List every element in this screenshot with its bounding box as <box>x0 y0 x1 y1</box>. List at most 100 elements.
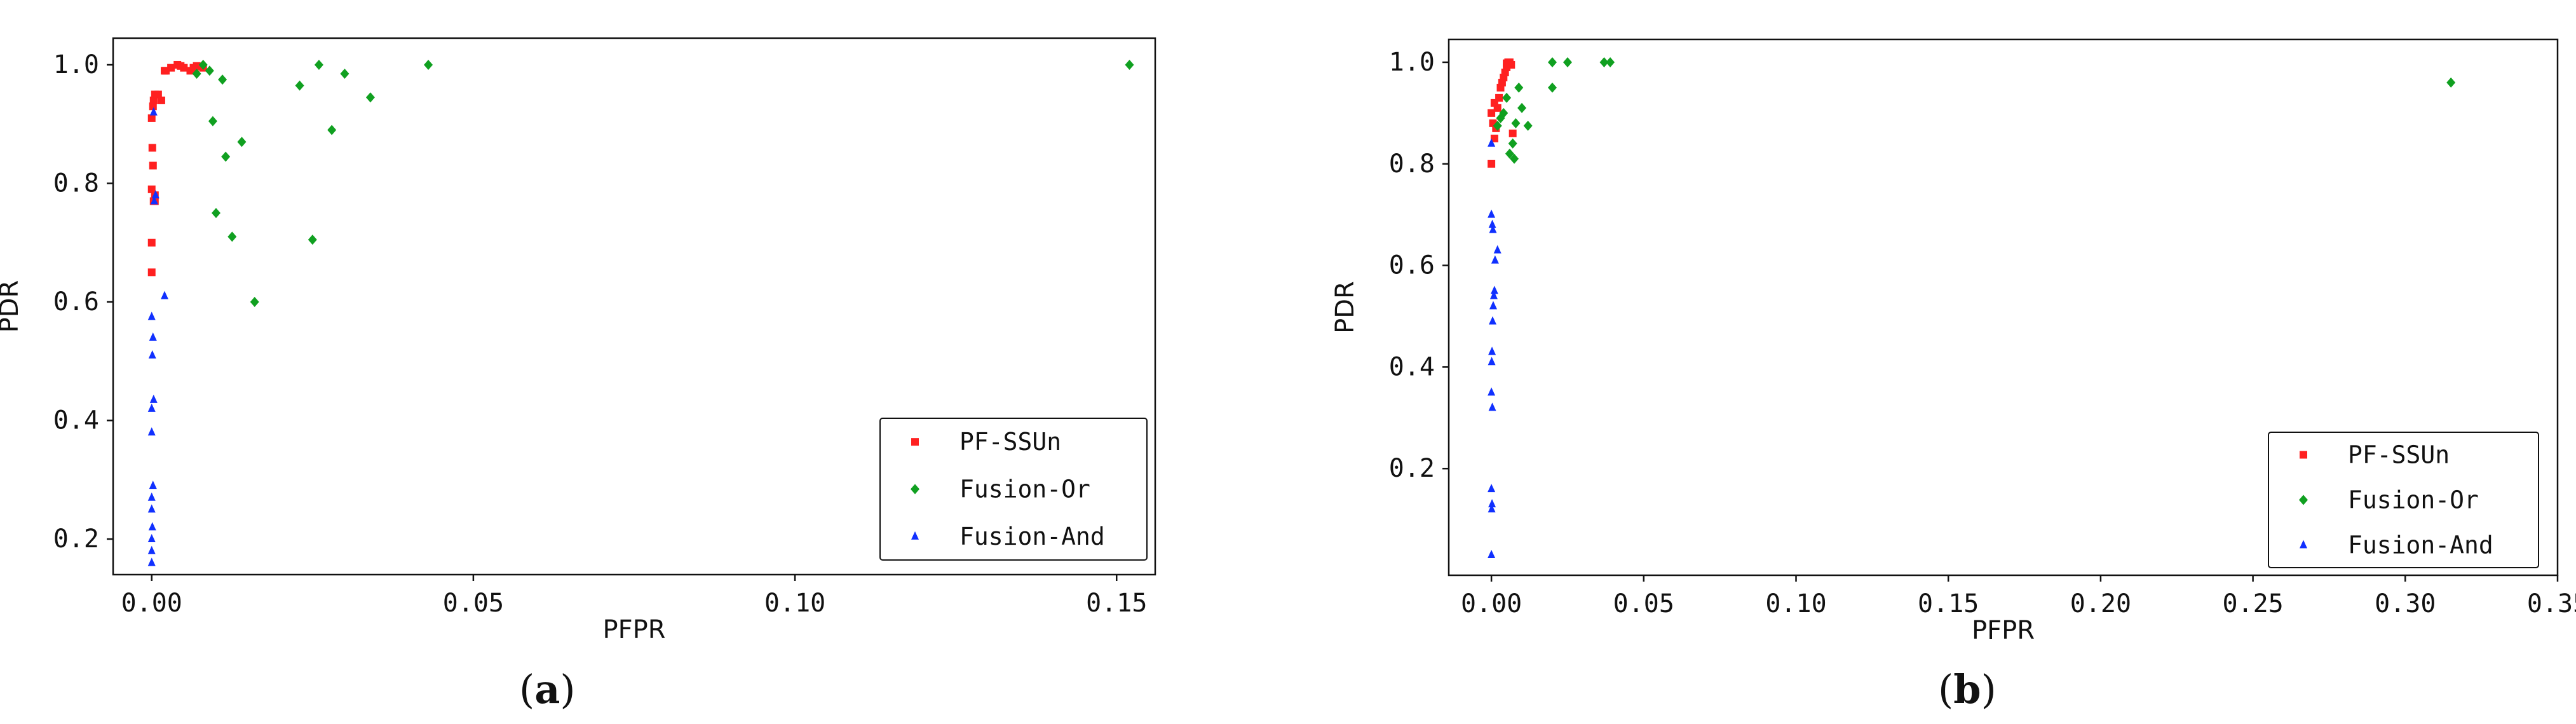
y-tick-label: 0.8 <box>53 168 99 198</box>
data-point <box>149 332 157 341</box>
x-tick-label: 0.20 <box>2070 589 2131 618</box>
data-point <box>1502 92 1512 103</box>
data-point <box>1488 504 1496 513</box>
data-point <box>149 107 158 116</box>
legend-marker <box>911 531 919 540</box>
x-tick-label: 0.35 <box>2527 589 2576 618</box>
data-point <box>1499 107 1508 118</box>
data-point <box>1493 120 1502 131</box>
data-point <box>211 208 220 219</box>
data-point <box>150 196 158 205</box>
data-point <box>149 394 158 403</box>
data-point <box>1125 59 1134 70</box>
data-point <box>149 481 157 489</box>
y-tick-label: 0.4 <box>53 406 99 435</box>
data-point <box>1508 138 1517 149</box>
x-tick-label: 0.10 <box>1765 589 1826 618</box>
plot-frame <box>112 37 1156 576</box>
legend-label: Fusion-And <box>959 523 1105 550</box>
x-tick-label: 0.05 <box>1613 589 1674 618</box>
data-point <box>1511 118 1521 128</box>
x-axis-title: PFPR <box>602 615 665 645</box>
series-pf-ssun <box>147 60 207 277</box>
data-point <box>1508 129 1517 137</box>
data-point <box>180 64 188 72</box>
y-tick-label: 0.8 <box>1389 149 1435 179</box>
data-point <box>227 231 237 242</box>
legend-label: PF-SSUn <box>959 428 1061 456</box>
panel-label-a: (a) <box>519 666 576 713</box>
data-point <box>237 137 247 147</box>
data-point <box>167 64 175 72</box>
data-point <box>1488 109 1496 117</box>
data-point <box>1491 255 1499 264</box>
data-point <box>340 68 349 79</box>
data-point <box>148 522 156 531</box>
data-point <box>147 114 156 122</box>
data-point <box>1547 57 1557 67</box>
data-point <box>208 116 217 126</box>
data-point <box>365 92 375 103</box>
x-tick-label: 0.15 <box>1918 589 1979 618</box>
data-point <box>1514 82 1524 93</box>
legend: PF-SSUn Fusion-Or Fusion-And <box>2268 432 2539 568</box>
data-point <box>147 268 156 277</box>
data-point <box>1495 93 1503 102</box>
data-point <box>1505 148 1514 159</box>
data-point <box>147 427 156 436</box>
x-tick-label: 0.10 <box>764 589 825 618</box>
y-tick-label: 0.2 <box>53 524 99 554</box>
x-tick-label: 0.15 <box>1086 589 1147 618</box>
data-point <box>205 65 214 76</box>
data-point <box>295 80 304 91</box>
data-point <box>1490 285 1498 294</box>
data-point <box>1489 224 1497 233</box>
data-point <box>149 96 158 104</box>
legend-label: PF-SSUn <box>2348 441 2450 469</box>
data-point <box>1510 153 1519 164</box>
legend-label: Fusion-Or <box>959 475 1090 503</box>
y-axis-title: PDR <box>1331 281 1360 334</box>
y-axis-title: PDR <box>0 280 24 333</box>
data-point <box>1489 301 1497 310</box>
data-point <box>2446 77 2456 88</box>
x-tick-label: 0.30 <box>2375 589 2436 618</box>
data-point <box>1488 387 1496 396</box>
scatter-chart-b: 0.00 0.05 0.10 0.15 0.20 0.25 0.30 0.35 0.2 0.4 0.… <box>1331 38 2576 645</box>
data-point <box>147 311 156 320</box>
legend: PF-SSUn Fusion-Or Fusion-And <box>879 418 1148 561</box>
data-point <box>1493 245 1502 254</box>
data-point <box>314 59 323 70</box>
chart-panel-a: 0.00 0.05 0.10 0.15 0.2 0.4 0.6 0.8 1.0 PFPR PDR PF… <box>0 0 1207 724</box>
y-tick-label: 0.6 <box>1389 251 1435 280</box>
legend-marker <box>2299 495 2308 505</box>
data-point <box>1606 57 1615 67</box>
data-point <box>1488 160 1496 168</box>
data-point <box>1488 357 1496 365</box>
legend-marker <box>911 484 919 495</box>
data-point <box>151 190 159 199</box>
data-point <box>218 74 227 85</box>
legend-marker <box>2300 451 2307 459</box>
data-point <box>1490 134 1498 142</box>
panel-label-b: (b) <box>1938 666 1996 713</box>
data-point <box>1488 138 1496 147</box>
data-point <box>148 144 156 152</box>
data-point <box>147 238 156 247</box>
series-fusion-and <box>147 107 168 566</box>
legend-marker <box>911 438 919 446</box>
data-point <box>1488 550 1496 559</box>
y-tick-label: 1.0 <box>1389 48 1435 77</box>
x-axis-title: PFPR <box>1972 616 2035 645</box>
legend-box <box>879 418 1148 561</box>
series-fusion-or <box>192 59 1134 308</box>
legend-label: Fusion-Or <box>2348 486 2479 514</box>
legend-marker <box>2300 540 2307 549</box>
x-tick-label: 0.05 <box>443 589 504 618</box>
series-fusion-and <box>1488 138 1502 559</box>
data-point <box>1488 346 1496 355</box>
data-point <box>147 557 156 566</box>
legend-box <box>2268 432 2539 568</box>
data-point <box>162 67 170 75</box>
y-tick-label: 0.6 <box>53 287 99 317</box>
